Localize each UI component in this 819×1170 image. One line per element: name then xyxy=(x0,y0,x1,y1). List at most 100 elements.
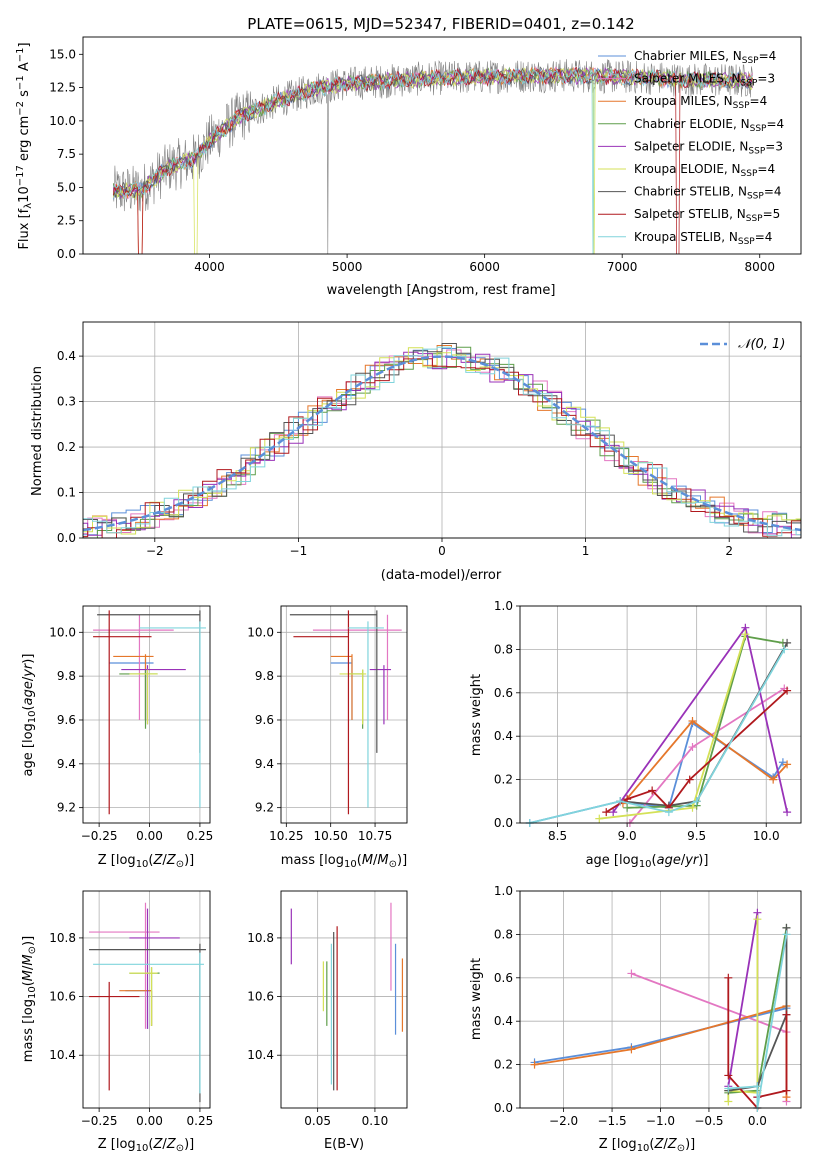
weight-marker xyxy=(724,973,733,982)
weight-marker xyxy=(623,795,632,804)
y-tick-label: 1.0 xyxy=(494,884,513,898)
y-tick-label: 10.8 xyxy=(49,931,76,945)
y-tick-label: 0.2 xyxy=(57,440,76,454)
weight-vs-age-xlabel: age [log10(age/yr)] xyxy=(586,853,709,870)
age-vs-mass-xlabel: mass [log10(M/M⊙)] xyxy=(281,853,407,870)
y-tick-label: 1.0 xyxy=(494,599,513,613)
legend-label: Salpeter ELODIE, NSSP=3 xyxy=(634,139,783,156)
y-tick-label: 0.0 xyxy=(494,816,513,830)
weight-line xyxy=(727,912,759,1098)
mass-vs-ebv-xlabel: E(B-V) xyxy=(324,1137,364,1152)
residuals-xlabel: (data-model)/error xyxy=(381,568,502,583)
weight-marker xyxy=(602,808,611,817)
error-bars xyxy=(289,610,402,815)
spectrum-title: PLATE=0615, MJD=52347, FIBERID=0401, z=0… xyxy=(247,15,634,33)
y-tick-label: 0.0 xyxy=(494,1101,513,1115)
weight-marker xyxy=(783,760,792,769)
x-tick-label: 5000 xyxy=(332,260,363,274)
normal-reference-curve xyxy=(83,355,801,532)
weight-marker xyxy=(783,808,792,817)
x-tick-label: 0.10 xyxy=(362,1114,389,1128)
y-tick-label: 10.6 xyxy=(247,990,274,1004)
x-tick-label: 10.50 xyxy=(314,829,348,843)
y-tick-label: 7.5 xyxy=(57,147,76,161)
weight-marker xyxy=(741,630,750,639)
legend-label: Chabrier MILES, NSSP=4 xyxy=(634,49,776,66)
weight-marker xyxy=(780,645,789,654)
x-tick-label: 4000 xyxy=(194,260,225,274)
x-tick-label: 0 xyxy=(438,544,446,558)
x-tick-label: −1.0 xyxy=(646,1114,675,1128)
y-tick-label: 10.0 xyxy=(49,625,76,639)
x-tick-label: 7000 xyxy=(607,260,638,274)
y-tick-label: 10.4 xyxy=(247,1048,274,1062)
weight-marker xyxy=(783,686,792,695)
x-tick-label: 0.05 xyxy=(304,1114,331,1128)
x-tick-label: 0.00 xyxy=(136,829,163,843)
y-tick-label: 9.6 xyxy=(57,713,76,727)
weight-marker xyxy=(685,775,694,784)
error-bars xyxy=(93,610,206,815)
weight-marker xyxy=(769,775,778,784)
weight-marker xyxy=(627,1045,636,1054)
legend-label: Kroupa ELODIE, NSSP=4 xyxy=(634,162,775,179)
weight-line xyxy=(728,927,788,1092)
age-vs-mass-panel: 10.25 10.50 10.75 9.2 9.4 9.6 9.8 10.0 xyxy=(247,605,408,843)
weight-vs-age-panel: 8.5 9.0 9.5 10.0 0.0 0.2 0.4 0.6 0.8 1.0 xyxy=(494,599,802,843)
weight-marker xyxy=(664,808,673,817)
mass-vs-z-ylabel: mass [log10(M/M⊙)] xyxy=(21,936,38,1062)
residual-histogram xyxy=(83,358,801,538)
y-tick-label: 10.0 xyxy=(247,625,274,639)
legend-label: Salpeter STELIB, NSSP=5 xyxy=(634,207,780,224)
spectrum-xlabel: wavelength [Angstrom, rest frame] xyxy=(327,283,556,298)
x-tick-label: 10.25 xyxy=(269,829,303,843)
weight-marker xyxy=(753,915,762,924)
model-spectrum xyxy=(112,66,753,254)
age-vs-z-panel: −0.25 0.00 0.25 9.2 9.4 9.6 9.8 10.0 xyxy=(49,605,213,843)
x-tick-label: −2 xyxy=(146,544,164,558)
x-tick-label: 10.0 xyxy=(753,829,780,843)
weight-marker xyxy=(753,1082,762,1091)
y-tick-label: 9.4 xyxy=(57,757,76,771)
x-tick-label: −0.25 xyxy=(81,1114,118,1128)
y-tick-label: 0.6 xyxy=(494,971,513,985)
y-tick-label: 2.5 xyxy=(57,214,76,228)
residuals-ylabel: Normed distribution xyxy=(30,366,45,496)
x-tick-label: 6000 xyxy=(469,260,500,274)
weight-line xyxy=(728,934,788,1109)
weight-marker xyxy=(782,1086,791,1095)
weight-marker xyxy=(783,638,792,647)
x-tick-label: 0.0 xyxy=(748,1114,767,1128)
axes-frame xyxy=(82,36,802,255)
y-tick-label: 0.4 xyxy=(494,1014,513,1028)
legend-label: Kroupa STELIB, NSSP=4 xyxy=(634,230,772,247)
x-tick-label: 8.5 xyxy=(548,829,567,843)
weight-vs-age-ylabel: mass weight xyxy=(469,674,484,756)
weight-vs-z-panel: −2.0 −1.5 −1.0 −0.5 0.0 0.0 0.2 0.4 0.6 0.8 1.0 xyxy=(494,884,802,1128)
spectrum-lines xyxy=(112,59,753,254)
legend-label: 𝒩(0, 1) xyxy=(738,337,785,352)
y-tick-label: 0.1 xyxy=(57,486,76,500)
y-tick-label: 10.4 xyxy=(49,1048,76,1062)
weight-lines xyxy=(530,908,791,1112)
axes-frame xyxy=(280,890,408,1109)
weight-marker xyxy=(688,803,697,812)
weight-marker xyxy=(627,969,636,978)
x-tick-label: 9.5 xyxy=(687,829,706,843)
weight-marker xyxy=(616,797,625,806)
axes-frame xyxy=(82,890,211,1109)
weight-line xyxy=(622,719,788,805)
x-tick-label: −2.0 xyxy=(549,1114,578,1128)
weight-marker xyxy=(688,743,697,752)
y-tick-label: 0.8 xyxy=(494,927,513,941)
residual-histogram xyxy=(83,345,801,538)
y-tick-label: 0.6 xyxy=(494,686,513,700)
y-tick-label: 0.4 xyxy=(57,349,76,363)
model-spectrum xyxy=(113,67,753,254)
axes-frame xyxy=(519,605,802,824)
y-tick-label: 9.6 xyxy=(255,713,274,727)
legend-label: Kroupa MILES, NSSP=4 xyxy=(634,94,767,111)
error-bars xyxy=(89,902,206,1103)
weight-marker xyxy=(724,1071,733,1080)
x-tick-label: 8000 xyxy=(744,260,775,274)
